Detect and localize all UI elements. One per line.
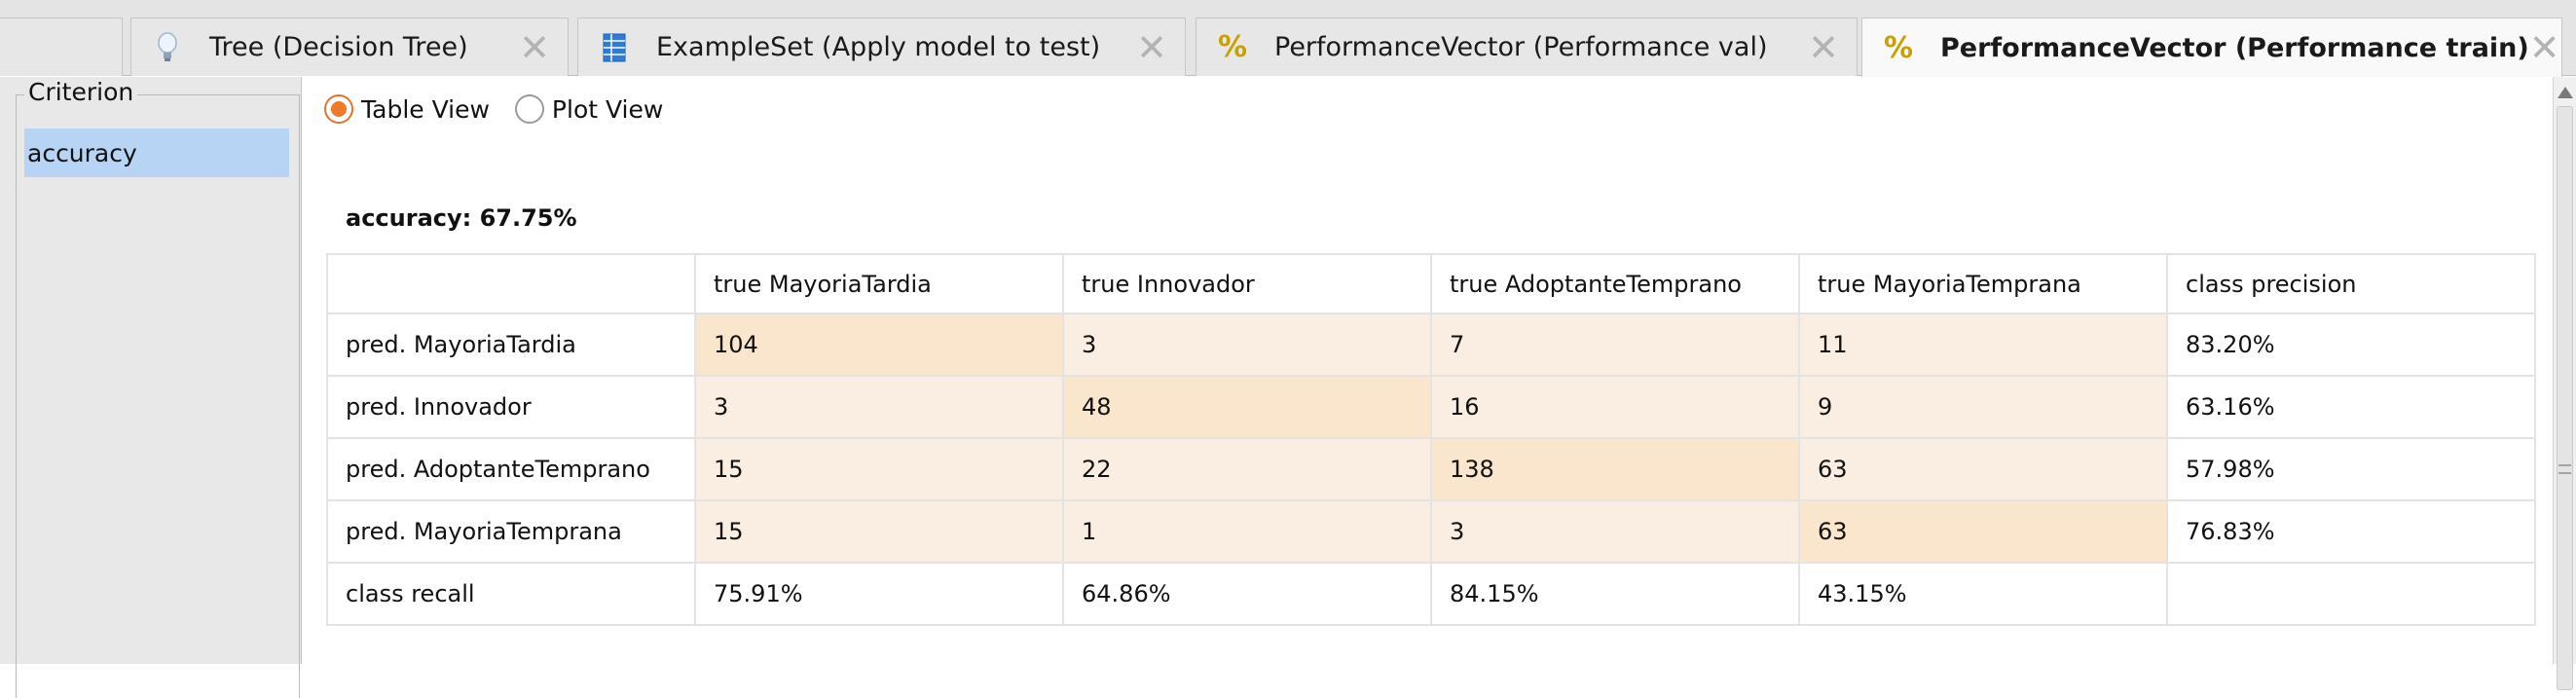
precision-cell: 63.16% [2166,375,2536,439]
matrix-cell: 3 [694,375,1064,439]
tab-label: PerformanceVector (Performance val) [1274,32,1768,62]
recall-cell: 84.15% [1430,562,1800,626]
tab-label: ExampleSet (Apply model to test) [656,32,1101,62]
table-row: pred. MayoriaTardia 104 3 7 11 83.20% [326,312,2536,377]
matrix-cell: 7 [1430,312,1800,377]
row-label: pred. AdoptanteTemprano [326,437,696,501]
matrix-cell: 9 [1798,375,2168,439]
header-cell: true Innovador [1062,253,1432,314]
confusion-matrix: true MayoriaTardia true Innovador true A… [326,253,2536,626]
radio-selected-icon [324,94,353,124]
matrix-cell: 1 [1062,499,1432,564]
precision-cell: 76.83% [2166,499,2536,564]
matrix-cell: 3 [1430,499,1800,564]
scroll-up-icon[interactable] [2558,87,2573,98]
table-row: pred. Innovador 3 48 16 9 63.16% [326,375,2536,439]
tab-overflow[interactable] [0,18,123,76]
table-view-radio[interactable]: Table View [324,94,490,124]
table-view-label: Table View [361,94,490,124]
vertical-scrollbar[interactable] [2553,77,2576,690]
header-cell [326,253,696,314]
percent-icon: % [1217,30,1248,64]
row-label: pred. MayoriaTardia [326,312,696,377]
matrix-cell: 63 [1798,437,2168,501]
accuracy-heading: accuracy: 67.75% [346,204,577,232]
tab-exampleset[interactable]: ExampleSet (Apply model to test) ✕ [577,18,1186,76]
tab-bar: Tree (Decision Tree) ✕ ExampleSet (Apply… [0,0,2576,77]
close-icon[interactable]: ✕ [2528,26,2560,69]
criterion-title: Criterion [24,78,138,106]
precision-cell: 83.20% [2166,312,2536,377]
matrix-cell: 16 [1430,375,1800,439]
header-cell: true AdoptanteTemprano [1430,253,1800,314]
scroll-thumb[interactable] [2557,106,2573,690]
row-label: pred. Innovador [326,375,696,439]
matrix-cell: 48 [1062,375,1432,439]
matrix-cell: 104 [694,312,1064,377]
empty-cell [2166,562,2536,626]
header-cell: true MayoriaTardia [694,253,1064,314]
lightbulb-icon [153,31,182,64]
criterion-group: Criterion accuracy [16,78,300,698]
performance-view: Table View Plot View accuracy: 67.75% tr… [303,77,2552,664]
tab-label: Tree (Decision Tree) [209,32,468,62]
close-icon[interactable]: ✕ [1808,25,1839,69]
matrix-cell: 22 [1062,437,1432,501]
matrix-cell: 15 [694,437,1064,501]
recall-cell: 64.86% [1062,562,1432,626]
plot-view-label: Plot View [551,94,664,124]
matrix-cell: 3 [1062,312,1432,377]
table-icon [600,31,629,64]
table-row: class recall 75.91% 64.86% 84.15% 43.15% [326,562,2536,626]
criterion-panel: Criterion accuracy [0,77,302,698]
row-label: class recall [326,562,696,626]
plot-view-radio[interactable]: Plot View [514,94,664,124]
tab-label: PerformanceVector (Performance train) [1940,32,2529,63]
tab-performance-val[interactable]: % PerformanceVector (Performance val) ✕ [1196,18,1858,76]
tab-decision-tree[interactable]: Tree (Decision Tree) ✕ [130,18,569,76]
percent-icon: % [1883,30,1914,65]
table-row: pred. MayoriaTemprana 15 1 3 63 76.83% [326,499,2536,564]
radio-unselected-icon [514,94,544,124]
table-row: pred. AdoptanteTemprano 15 22 138 63 57.… [326,437,2536,501]
criterion-item-accuracy[interactable]: accuracy [24,129,289,177]
tab-performance-train[interactable]: % PerformanceVector (Performance train) … [1861,18,2562,77]
close-icon[interactable]: ✕ [519,25,550,69]
scroll-grip-icon [2558,464,2571,474]
precision-cell: 57.98% [2166,437,2536,501]
row-label: pred. MayoriaTemprana [326,499,696,564]
header-cell: class precision [2166,253,2536,314]
table-header-row: true MayoriaTardia true Innovador true A… [326,253,2536,314]
matrix-cell: 15 [694,499,1064,564]
matrix-cell: 138 [1430,437,1800,501]
matrix-cell: 11 [1798,312,2168,377]
matrix-cell: 63 [1798,499,2168,564]
close-icon[interactable]: ✕ [1136,25,1167,69]
recall-cell: 43.15% [1798,562,2168,626]
recall-cell: 75.91% [694,562,1064,626]
header-cell: true MayoriaTemprana [1798,253,2168,314]
view-toggle: Table View Plot View [324,94,688,124]
